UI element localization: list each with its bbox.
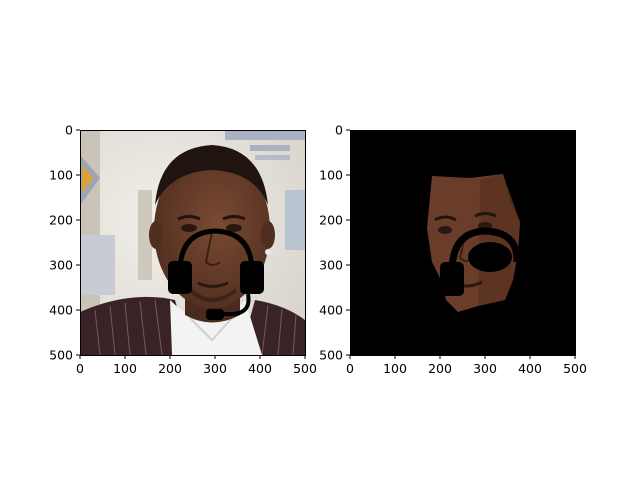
left-collar-shadow [189, 317, 233, 342]
right-brow-right [474, 212, 497, 218]
left-x-tick-label: 100 [113, 361, 137, 376]
left-ear-right [261, 221, 275, 249]
right-x-tick-label: 500 [563, 361, 587, 376]
left-headset-earcup-right [240, 261, 264, 294]
left-suit [80, 296, 190, 355]
left-headset-mic-boom [214, 293, 251, 317]
left-x-tick-label: 200 [158, 361, 182, 376]
left-headset-band [177, 228, 255, 269]
left-y-tick-label: 500 [49, 348, 73, 363]
left-image-panel [80, 130, 305, 355]
right-headset-earcup-upper [468, 242, 512, 272]
right-x-tick-label: 200 [428, 361, 452, 376]
left-y-tick-label: 400 [49, 303, 73, 318]
left-beard [188, 288, 238, 302]
left-suit-pinstripes [94, 299, 297, 355]
left-headset-mic [206, 309, 224, 320]
left-hair [155, 145, 268, 205]
left-backdrop-text-2 [250, 145, 290, 151]
left-axes-frame [80, 130, 306, 356]
left-x-tick-label: 500 [293, 361, 317, 376]
right-headset-overlay [440, 227, 521, 296]
right-headset-earcup-left [440, 262, 464, 296]
left-brow-left [177, 215, 201, 221]
left-mouth [197, 281, 229, 288]
left-y-tick-label: 200 [49, 213, 73, 228]
right-eye-left [438, 226, 452, 234]
left-backdrop-text-left [80, 235, 115, 295]
left-brow-right [222, 215, 246, 221]
right-y-tick-label: 300 [319, 258, 343, 273]
right-x-tick-label: 100 [383, 361, 407, 376]
left-nose [204, 231, 221, 266]
left-ear-left [149, 221, 163, 249]
right-x-tick-label: 400 [518, 361, 542, 376]
right-axes-frame [350, 130, 576, 356]
right-y-tick-label: 100 [319, 168, 343, 183]
left-y-tick-label: 0 [65, 123, 73, 138]
left-x-tick-label: 400 [248, 361, 272, 376]
right-y-tick-label: 0 [335, 123, 343, 138]
left-backdrop-panel [285, 190, 305, 250]
right-y-tick-label: 200 [319, 213, 343, 228]
right-face-shadow [478, 174, 520, 306]
left-backdrop-text-top [225, 130, 305, 140]
left-headset-earcup-left [168, 261, 192, 294]
right-headset-band [448, 227, 521, 273]
left-x-tick-label: 0 [76, 361, 84, 376]
left-eye-right [226, 224, 242, 232]
right-y-tick-label: 400 [319, 303, 343, 318]
right-y-tick-label: 500 [319, 348, 343, 363]
left-earring [265, 249, 271, 255]
left-y-tick-label: 100 [49, 168, 73, 183]
left-backdrop-text-3 [255, 155, 290, 160]
left-x-tick-label: 300 [203, 361, 227, 376]
left-backdrop-column [138, 190, 152, 280]
left-backdrop-logo-inner [82, 165, 94, 193]
left-headset-overlay [168, 228, 264, 320]
left-eye-left [181, 224, 197, 232]
left-y-tick-label: 300 [49, 258, 73, 273]
right-image-panel [350, 130, 576, 355]
right-brow-left [434, 215, 457, 222]
right-x-tick-label: 0 [346, 361, 354, 376]
right-x-tick-label: 300 [473, 361, 497, 376]
